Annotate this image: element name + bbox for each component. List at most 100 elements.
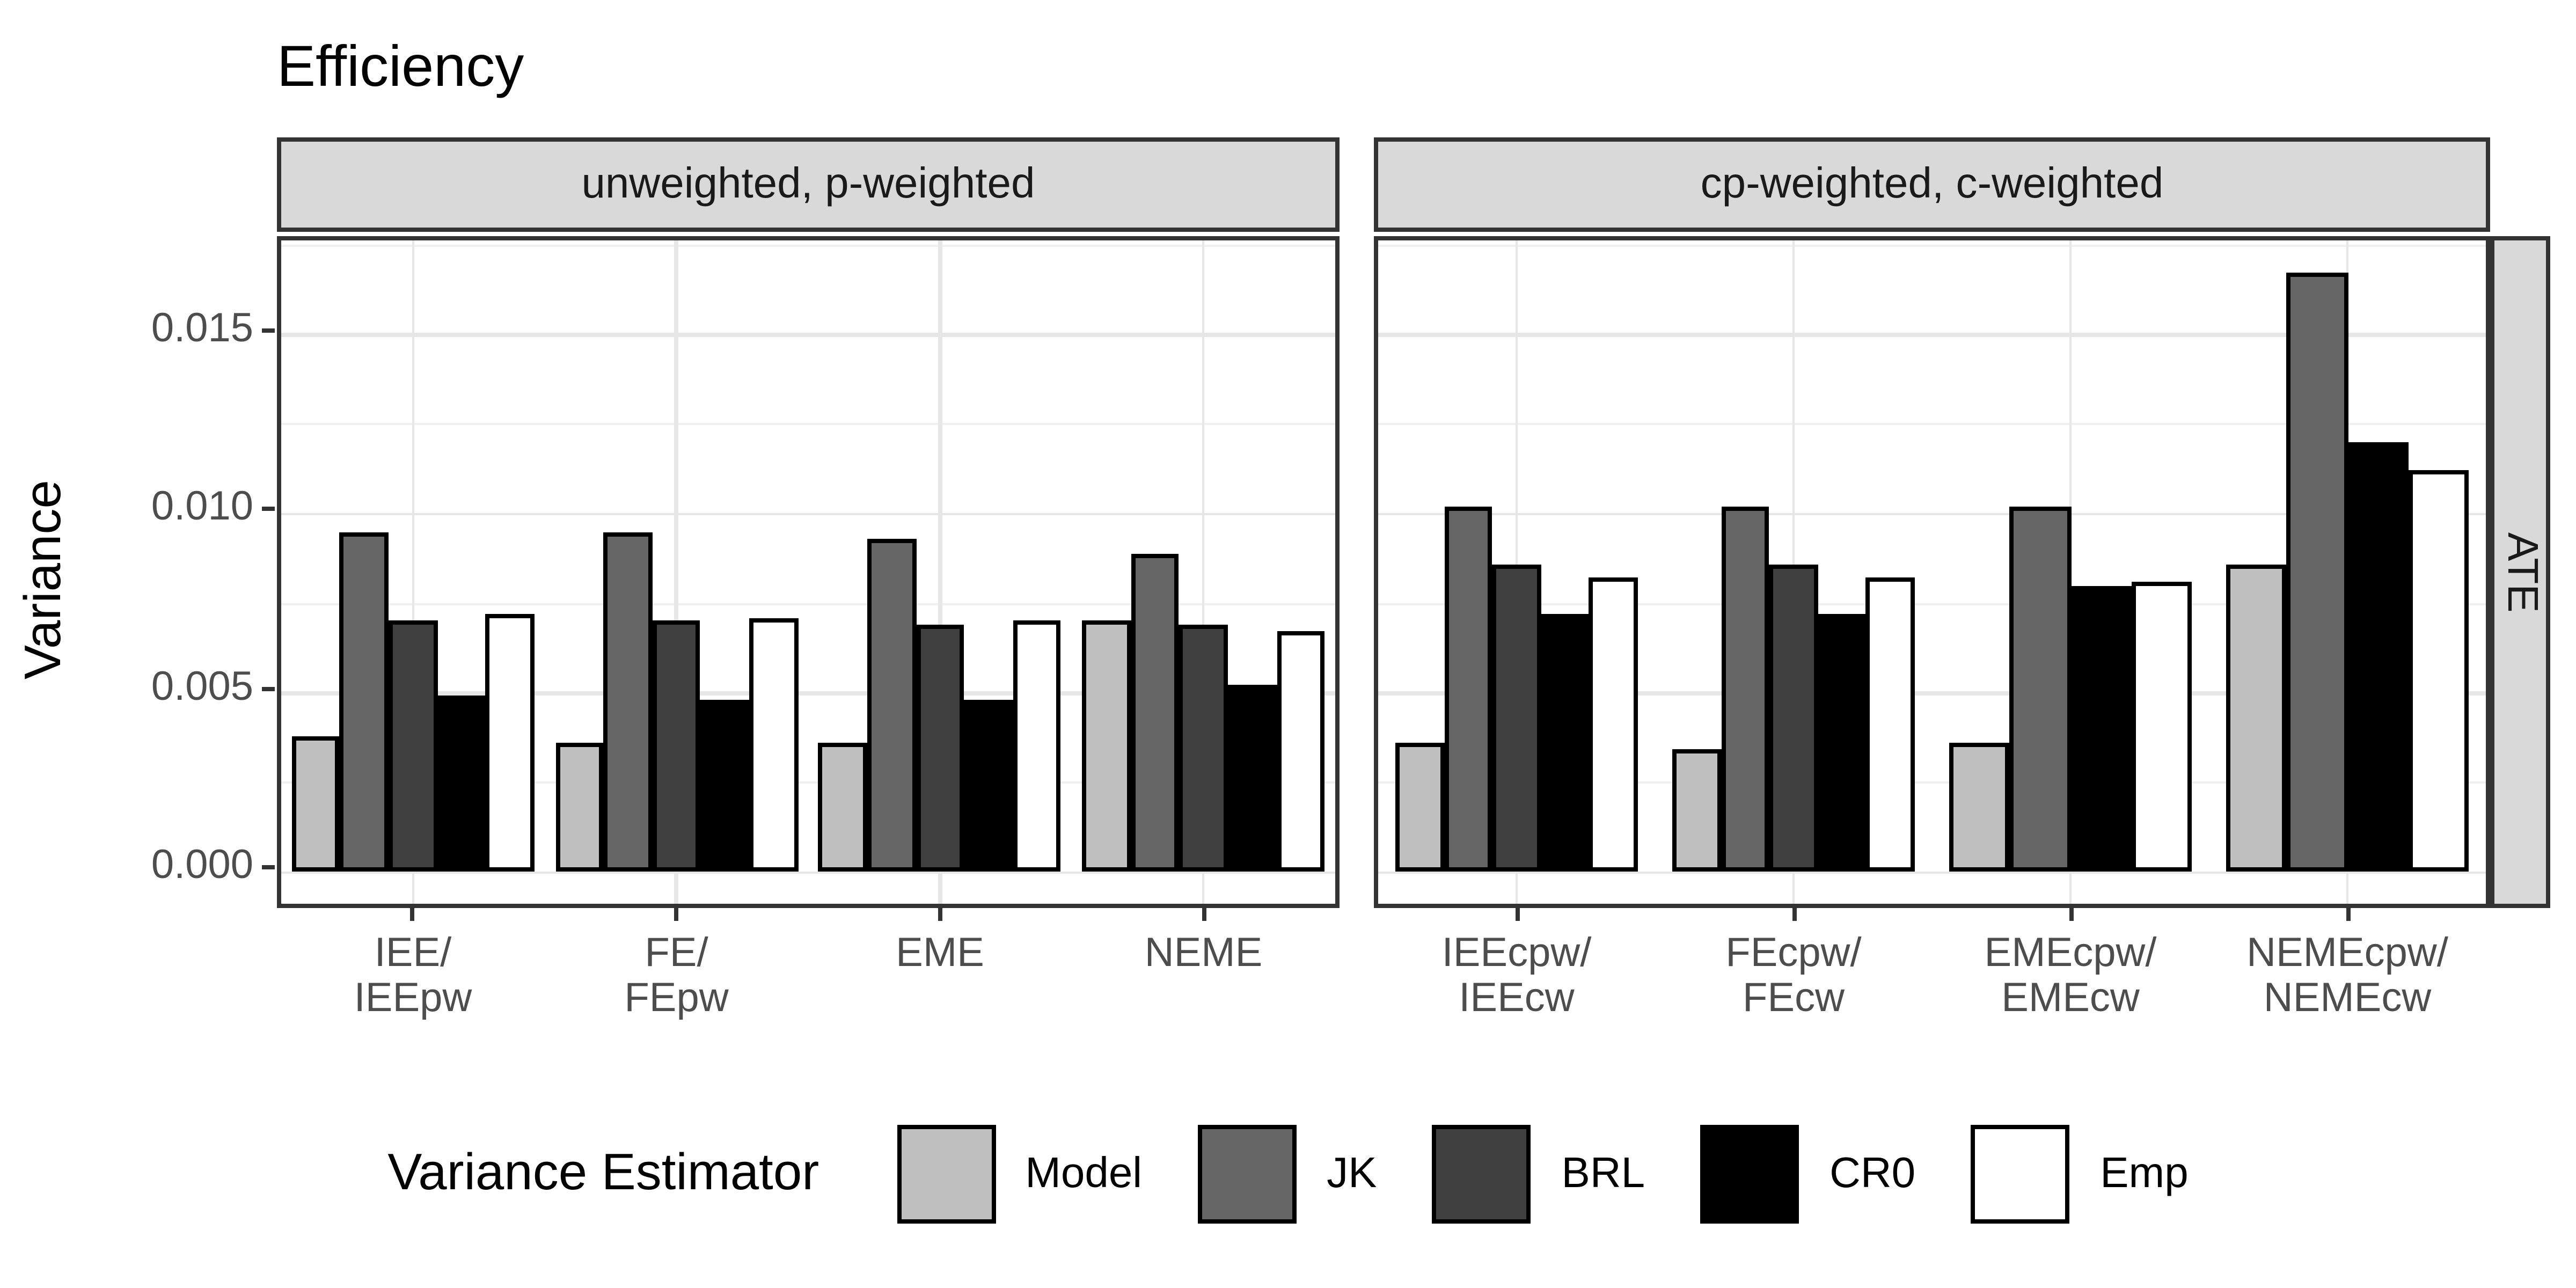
y-tick-mark xyxy=(262,866,275,870)
y-tick-mark xyxy=(262,507,275,511)
bar-jk xyxy=(1130,553,1180,872)
gridline-minor xyxy=(1378,602,2486,605)
bar-model xyxy=(1672,750,1721,872)
bar-cluster xyxy=(2226,273,2469,872)
gridline-minor xyxy=(281,781,1335,784)
bar-model xyxy=(818,743,867,872)
x-tick-label-line: NEMEcw xyxy=(2263,977,2432,1022)
plot-title: Efficiency xyxy=(277,34,524,99)
y-axis-title: Variance xyxy=(15,480,73,679)
bar-model xyxy=(291,736,340,872)
facet-panel-left xyxy=(277,236,1340,908)
y-tick-label: 0.005 xyxy=(151,665,253,710)
y-tick-mark xyxy=(262,686,275,691)
bar-model xyxy=(1949,743,2010,872)
x-tick-label-line: EMEcw xyxy=(2001,977,2140,1022)
x-tick-mark xyxy=(2068,908,2073,921)
gridline-minor xyxy=(1378,423,2486,426)
bar-model xyxy=(1395,743,1444,872)
bar-jk xyxy=(1444,506,1492,872)
legend-key-jk xyxy=(1198,1125,1297,1224)
y-tick-label: 0.000 xyxy=(151,844,253,889)
x-tick-label-line: FEpw xyxy=(624,977,729,1022)
x-tick-label-line: EME xyxy=(896,932,984,977)
legend-title: Variance Estimator xyxy=(387,1144,819,1202)
legend-label-brl: BRL xyxy=(1561,1150,1645,1197)
x-tick-mark xyxy=(2345,908,2350,921)
x-tick-label: NEMEcpw/NEMEcw xyxy=(2246,932,2448,1022)
facet-strip-right-label: cp-weighted, c-weighted xyxy=(1700,160,2164,207)
bar-brl xyxy=(916,625,964,872)
bar-jk xyxy=(1721,506,1769,872)
y-tick-mark xyxy=(262,328,275,332)
bar-cr0 xyxy=(2347,442,2408,872)
gridline-minor xyxy=(281,423,1335,426)
bar-emp xyxy=(1866,578,1915,872)
legend-key-brl xyxy=(1432,1125,1532,1224)
x-tick-label-line: IEE/ xyxy=(374,932,452,977)
bar-cr0 xyxy=(700,700,749,872)
bar-emp xyxy=(486,614,535,872)
legend-label-jk: JK xyxy=(1327,1150,1377,1197)
gridline-minor xyxy=(1378,781,2486,784)
bar-brl xyxy=(652,621,701,872)
bar-jk xyxy=(603,531,653,872)
bar-cluster xyxy=(1672,506,1915,872)
bar-cr0 xyxy=(2070,585,2131,872)
gridline-minor xyxy=(1378,244,2486,246)
x-tick-label-line: NEME xyxy=(1144,932,1263,977)
legend-key-model xyxy=(896,1125,996,1224)
x-tick-mark xyxy=(1514,908,1519,921)
y-tick-label: 0.010 xyxy=(151,486,253,531)
bar-cluster xyxy=(1082,553,1325,872)
gridline-vertical xyxy=(675,240,678,904)
bar-cr0 xyxy=(1541,614,1590,872)
bar-brl xyxy=(1492,564,1541,872)
legend-label-cr0: CR0 xyxy=(1829,1150,1916,1197)
facet-panel-right xyxy=(1374,236,2490,908)
bar-emp xyxy=(749,617,798,872)
facet-strip-ate-label: ATE xyxy=(2498,532,2545,612)
gridline-major xyxy=(1378,512,2486,515)
bar-emp xyxy=(1013,621,1062,872)
bar-cr0 xyxy=(1227,685,1276,872)
bar-jk xyxy=(867,538,916,872)
x-tick-label: IEE/IEEpw xyxy=(354,932,472,1022)
gridline-major xyxy=(1378,691,2486,694)
x-tick-label: EMEcpw/EMEcw xyxy=(1985,932,2157,1022)
x-tick-mark xyxy=(411,908,415,921)
x-tick-label: EME xyxy=(896,932,984,977)
bar-jk xyxy=(2010,506,2070,872)
legend-key-emp xyxy=(1971,1125,2070,1224)
x-tick-label-line: FE/ xyxy=(645,932,708,977)
x-tick-label-line: IEEpw xyxy=(354,977,472,1022)
bar-cluster xyxy=(1395,506,1638,872)
bar-model xyxy=(1082,621,1131,872)
facet-strip-left-label: unweighted, p-weighted xyxy=(581,160,1035,207)
gridline-major xyxy=(281,870,1335,874)
bar-emp xyxy=(1276,632,1325,872)
x-tick-label: FE/FEpw xyxy=(624,932,728,1022)
bar-cluster xyxy=(555,531,798,872)
x-tick-label-line: NEMEcpw/ xyxy=(2246,932,2448,977)
bar-model xyxy=(555,743,604,872)
gridline-minor xyxy=(281,602,1335,605)
gridline-major xyxy=(281,512,1335,515)
bar-brl xyxy=(1179,625,1228,872)
gridline-vertical xyxy=(938,240,942,904)
bar-emp xyxy=(2408,470,2469,872)
x-tick-label-line: IEEcpw/ xyxy=(1441,932,1592,977)
x-tick-mark xyxy=(674,908,679,921)
x-tick-label: FEcpw/FEcw xyxy=(1725,932,1861,1022)
bar-emp xyxy=(2131,581,2192,872)
gridline-vertical xyxy=(411,240,415,904)
gridline-vertical xyxy=(1202,240,1205,904)
x-tick-label: IEEcpw/IEEcw xyxy=(1442,932,1592,1022)
y-tick-label: 0.015 xyxy=(151,306,253,352)
x-tick-label-line: FEcpw/ xyxy=(1725,932,1862,977)
legend: Variance Estimator Model JK BRL CR0 Emp xyxy=(0,1125,2576,1224)
bar-cr0 xyxy=(964,700,1013,872)
gridline-major xyxy=(1378,333,2486,336)
gridline-vertical xyxy=(2069,240,2072,904)
legend-items: Model JK BRL CR0 Emp xyxy=(840,1125,2189,1224)
